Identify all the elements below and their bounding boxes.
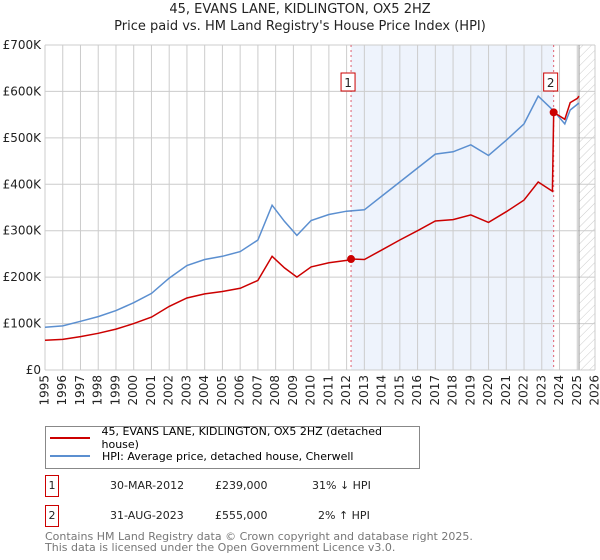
sale-point [347, 255, 356, 264]
legend-item-hpi: HPI: Average price, detached house, Cher… [46, 447, 353, 465]
x-tick-label: 1999 [108, 375, 122, 406]
legend: 45, EVANS LANE, KIDLINGTON, OX5 2HZ (det… [45, 425, 420, 469]
x-tick-label: 2013 [357, 375, 371, 406]
sale-marker-label: 1 [344, 76, 352, 90]
y-tick-label: £700K [3, 38, 43, 52]
x-tick-label: 1997 [73, 375, 87, 406]
x-tick-label: 2024 [552, 375, 566, 406]
sale-hpi-diff: 2% ↑ HPI [318, 509, 370, 522]
y-tick-label: £500K [3, 131, 43, 145]
x-tick-label: 2006 [233, 375, 247, 406]
footer: Contains HM Land Registry data © Crown c… [45, 531, 473, 553]
chart-title: 45, EVANS LANE, KIDLINGTON, OX5 2HZ [169, 2, 431, 17]
price-paid-line [44, 95, 580, 342]
x-tick-label: 2012 [339, 375, 353, 406]
sale-date: 30-MAR-2012 [110, 479, 185, 492]
sale-price: £555,000 [215, 509, 268, 522]
x-tick-label: 2025 [570, 375, 584, 406]
x-tick-label: 2008 [268, 375, 282, 406]
sale-marker-box [340, 72, 356, 92]
footer-line: This data is licensed under the Open Gov… [45, 541, 396, 554]
y-tick-label: £100K [3, 317, 43, 331]
x-tick-label: 2015 [392, 375, 406, 406]
x-tick-label: 2017 [428, 375, 442, 406]
x-tick-label: 2023 [534, 375, 548, 406]
x-tick-label: 2022 [517, 375, 531, 406]
x-tick-label: 2002 [162, 375, 176, 406]
x-tick-label: 1996 [55, 375, 69, 406]
x-tick-label: 1998 [91, 375, 105, 406]
footer-line: Contains HM Land Registry data © Crown c… [45, 530, 473, 543]
plot-area: £0 £100K £200K £300K £400K £500K £600K £700K 199… [3, 38, 600, 406]
sale-number-badge: 2 [45, 505, 59, 527]
x-tick-label: 2019 [463, 375, 477, 406]
sale-row: 1 30-MAR-2012 £239,000 31% ↓ HPI [45, 475, 545, 497]
sale-period-shade [351, 45, 554, 370]
legend-item-price: 45, EVANS LANE, KIDLINGTON, OX5 2HZ (det… [46, 425, 419, 451]
sale-marker-label: 2 [547, 76, 555, 90]
x-tick-label: 2011 [321, 375, 335, 406]
chart-subtitle: Price paid vs. HM Land Registry's House … [114, 19, 486, 34]
x-tick-label: 2001 [144, 375, 158, 406]
hpi-line [44, 94, 580, 329]
y-tick-label: £600K [3, 84, 43, 98]
sale-price: £239,000 [215, 479, 268, 492]
sale-date: 31-AUG-2023 [110, 509, 184, 522]
sale-hpi-diff: 31% ↓ HPI [312, 479, 371, 492]
x-tick-label: 2018 [446, 375, 460, 406]
x-tick-label: 2003 [179, 375, 193, 406]
sale-number-badge: 1 [45, 475, 59, 497]
x-tick-label: 2005 [215, 375, 229, 406]
legend-label: HPI: Average price, detached house, Cher… [102, 449, 354, 463]
y-tick-label: £0 [26, 363, 41, 377]
x-tick-label: 1995 [38, 375, 52, 406]
sale-point [549, 108, 558, 117]
x-tick-label: 2009 [286, 375, 300, 406]
future-hatch [579, 45, 595, 370]
legend-label: 45, EVANS LANE, KIDLINGTON, OX5 2HZ (det… [101, 425, 382, 451]
x-tick-label: 2004 [197, 375, 211, 406]
x-tick-label: 2000 [126, 375, 140, 406]
sale-row: 2 31-AUG-2023 £555,000 2% ↑ HPI [45, 505, 545, 527]
x-tick-label: 2016 [410, 375, 424, 406]
x-tick-label: 2007 [250, 375, 264, 406]
y-tick-label: £200K [3, 270, 43, 284]
y-tick-label: £400K [3, 177, 43, 191]
red-line-swatch [50, 437, 90, 439]
x-tick-label: 2026 [588, 375, 600, 406]
x-tick-label: 2021 [499, 375, 513, 406]
blue-line-swatch [50, 455, 90, 457]
y-tick-label: £300K [3, 224, 43, 238]
x-tick-label: 2010 [304, 375, 318, 406]
sale-marker-box [543, 72, 559, 92]
x-tick-label: 2020 [481, 375, 495, 406]
x-tick-label: 2014 [375, 375, 389, 406]
